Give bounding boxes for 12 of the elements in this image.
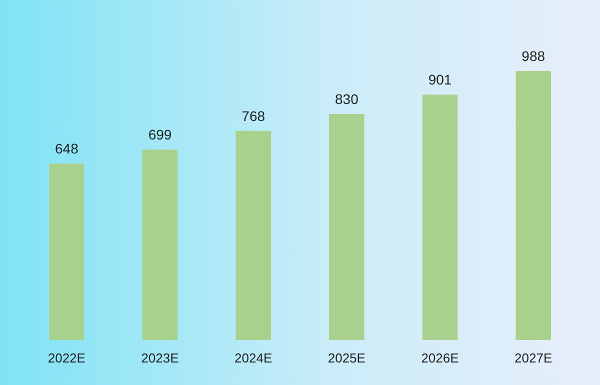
x-tick-label: 2027E bbox=[514, 350, 552, 366]
data-label: 699 bbox=[148, 126, 172, 143]
data-label: 988 bbox=[522, 48, 546, 64]
data-label: 901 bbox=[428, 72, 452, 88]
x-tick-label: 2024E bbox=[234, 350, 272, 366]
x-tick-label: 2026E bbox=[421, 350, 460, 366]
data-label: 648 bbox=[54, 140, 79, 157]
data-label: 768 bbox=[242, 108, 266, 124]
x-tick-label: 2022E bbox=[48, 350, 86, 366]
x-tick-label: 2023E bbox=[141, 350, 180, 366]
data-label: 830 bbox=[334, 91, 359, 108]
x-tick-label: 2025E bbox=[328, 350, 366, 366]
